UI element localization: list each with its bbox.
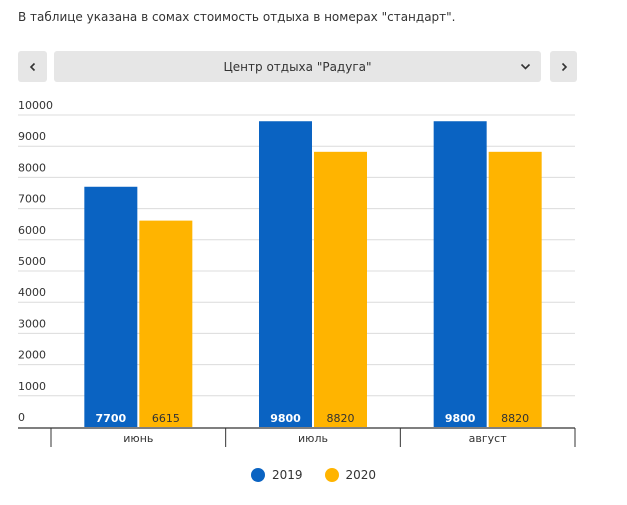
- data-label-2019: 9800: [445, 412, 476, 425]
- bar-2019: [259, 121, 312, 428]
- legend-item-2019[interactable]: 2019: [250, 468, 303, 482]
- data-label-2019: 9800: [270, 412, 301, 425]
- y-tick-label: 0: [18, 411, 25, 424]
- y-tick-label: 4000: [18, 286, 46, 299]
- bar-2019: [84, 186, 138, 427]
- next-button[interactable]: [550, 51, 577, 82]
- bar-2020: [314, 151, 367, 428]
- x-tick-label: июль: [298, 432, 328, 445]
- legend: 2019 2020: [0, 468, 627, 482]
- data-label-2020: 8820: [327, 412, 355, 425]
- bar-2020: [488, 151, 542, 428]
- y-tick-label: 7000: [18, 193, 46, 206]
- y-tick-label: 9000: [18, 130, 46, 143]
- legend-item-2020[interactable]: 2020: [324, 468, 377, 482]
- center-select[interactable]: Центр отдыха "Радуга": [54, 51, 541, 82]
- chevron-right-icon: [561, 62, 567, 71]
- caption: В таблице указана в сомах стоимость отды…: [18, 10, 456, 24]
- data-label-2019: 7700: [96, 412, 127, 425]
- y-tick-label: 3000: [18, 317, 46, 330]
- legend-label-2020: 2020: [345, 468, 377, 482]
- x-tick-label: июнь: [123, 432, 153, 445]
- x-tick-label: август: [469, 432, 508, 445]
- y-tick-label: 10000: [18, 99, 53, 112]
- center-select-value: Центр отдыха "Радуга": [223, 59, 372, 74]
- chevron-down-icon: [520, 63, 531, 70]
- bar-2019: [433, 121, 487, 428]
- y-tick-label: 1000: [18, 380, 46, 393]
- y-tick-label: 6000: [18, 224, 46, 237]
- legend-marker-2019: [250, 468, 265, 482]
- y-tick-label: 2000: [18, 349, 46, 362]
- bar-2020: [139, 220, 193, 427]
- y-tick-label: 8000: [18, 161, 46, 174]
- legend-label-2019: 2019: [271, 468, 303, 482]
- bar-chart: 0 1000 2000 3000 4000 5000 6000 7000 8000 9000 100…: [18, 99, 576, 447]
- chevron-left-icon: [29, 62, 35, 71]
- prev-button[interactable]: [18, 51, 47, 82]
- legend-marker-2020: [324, 468, 339, 482]
- data-label-2020: 6615: [152, 412, 180, 425]
- y-tick-label: 5000: [18, 255, 46, 268]
- data-label-2020: 8820: [501, 412, 529, 425]
